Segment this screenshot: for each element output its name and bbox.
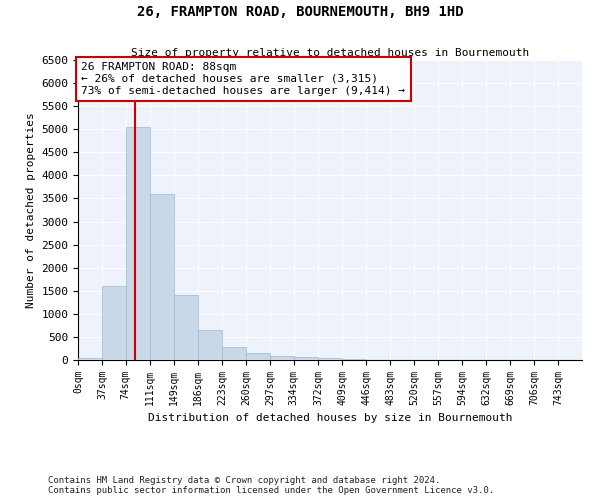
Bar bbox=[342, 359, 366, 360]
Text: Contains HM Land Registry data © Crown copyright and database right 2024.
Contai: Contains HM Land Registry data © Crown c… bbox=[48, 476, 494, 495]
Text: 26 FRAMPTON ROAD: 88sqm
← 26% of detached houses are smaller (3,315)
73% of semi: 26 FRAMPTON ROAD: 88sqm ← 26% of detache… bbox=[81, 62, 405, 96]
Bar bbox=[198, 330, 222, 360]
Bar bbox=[126, 127, 150, 360]
X-axis label: Distribution of detached houses by size in Bournemouth: Distribution of detached houses by size … bbox=[148, 414, 512, 424]
Text: 26, FRAMPTON ROAD, BOURNEMOUTH, BH9 1HD: 26, FRAMPTON ROAD, BOURNEMOUTH, BH9 1HD bbox=[137, 5, 463, 19]
Bar bbox=[319, 358, 342, 360]
Y-axis label: Number of detached properties: Number of detached properties bbox=[26, 112, 36, 308]
Bar bbox=[222, 347, 246, 360]
Bar bbox=[294, 358, 318, 360]
Bar bbox=[174, 296, 198, 360]
Bar bbox=[270, 356, 294, 360]
Bar bbox=[150, 194, 173, 360]
Bar bbox=[102, 286, 126, 360]
Title: Size of property relative to detached houses in Bournemouth: Size of property relative to detached ho… bbox=[131, 48, 529, 58]
Bar bbox=[246, 353, 270, 360]
Bar bbox=[78, 358, 102, 360]
